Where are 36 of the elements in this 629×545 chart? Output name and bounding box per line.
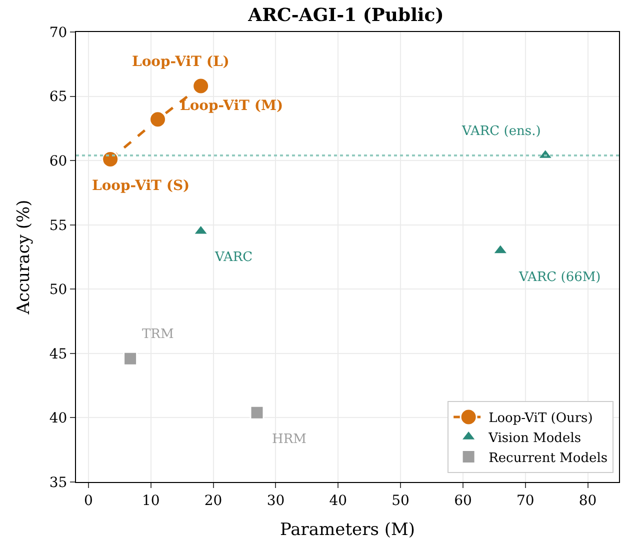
annotation: Loop-ViT (M) [180, 98, 284, 114]
annotation: VARC [214, 250, 253, 265]
point [149, 110, 167, 128]
x-tick-label: 80 [578, 492, 597, 509]
y-tick-label: 50 [49, 282, 68, 298]
annotation: VARC (ens.) [461, 124, 541, 139]
y-tick-label: 35 [49, 474, 68, 491]
point [192, 77, 210, 95]
x-tick-label: 20 [204, 492, 222, 509]
x-tick-label: 60 [454, 492, 472, 509]
x-tick-label: 50 [392, 492, 410, 509]
y-axis-title: Accuracy (%) [14, 200, 34, 316]
legend-label: Vision Models [488, 430, 582, 446]
legend-label: Recurrent Models [488, 450, 608, 466]
x-axis-title: Parameters (M) [280, 520, 416, 540]
chart-title: ARC-AGI-1 (Public) [247, 4, 444, 26]
x-tick-label: 40 [329, 492, 348, 509]
annotation: Loop-ViT (L) [132, 54, 230, 70]
y-tick-label: 55 [49, 218, 68, 234]
annotation: TRM [142, 327, 174, 342]
annotation: HRM [272, 432, 306, 447]
x-tick-label: 0 [84, 492, 93, 509]
y-tick-label: 65 [49, 89, 68, 106]
annotation: VARC (66M) [518, 270, 601, 285]
annotation: Loop-ViT (S) [92, 178, 190, 194]
legend-label: Loop-ViT (Ours) [488, 411, 593, 426]
x-tick-label: 10 [142, 492, 160, 509]
point [250, 405, 264, 420]
y-tick-label: 70 [49, 24, 68, 41]
y-tick-label: 45 [49, 346, 68, 362]
x-tick-label: 30 [266, 492, 285, 509]
point [123, 351, 138, 366]
y-tick-label: 60 [49, 153, 68, 170]
point [102, 150, 120, 168]
x-tick-label: 70 [516, 492, 534, 509]
y-tick-label: 40 [49, 410, 68, 427]
